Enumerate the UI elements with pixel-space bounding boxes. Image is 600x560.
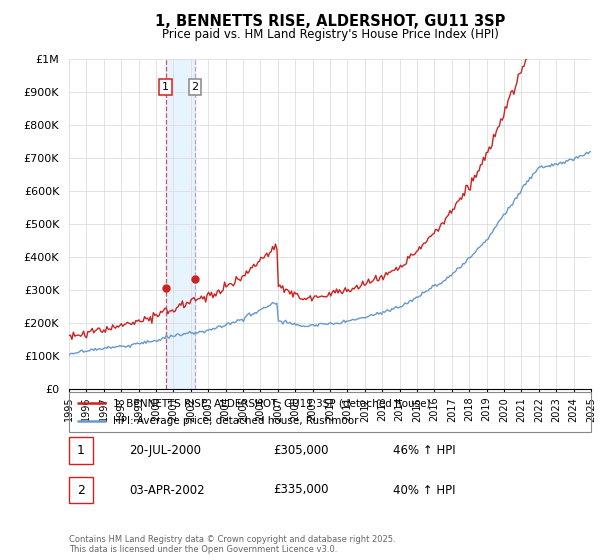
Text: 46% ↑ HPI: 46% ↑ HPI: [393, 444, 455, 458]
Text: 1: 1: [162, 82, 169, 92]
Text: 03-APR-2002: 03-APR-2002: [129, 483, 205, 497]
Text: £305,000: £305,000: [273, 444, 329, 458]
Text: 1, BENNETTS RISE, ALDERSHOT, GU11 3SP: 1, BENNETTS RISE, ALDERSHOT, GU11 3SP: [155, 14, 505, 29]
Text: 1, BENNETTS RISE, ALDERSHOT, GU11 3SP (detached house): 1, BENNETTS RISE, ALDERSHOT, GU11 3SP (d…: [113, 398, 431, 408]
Text: 20-JUL-2000: 20-JUL-2000: [129, 444, 201, 458]
Text: Price paid vs. HM Land Registry's House Price Index (HPI): Price paid vs. HM Land Registry's House …: [161, 28, 499, 41]
Text: Contains HM Land Registry data © Crown copyright and database right 2025.
This d: Contains HM Land Registry data © Crown c…: [69, 535, 395, 554]
Text: 2: 2: [77, 483, 85, 497]
Text: 1: 1: [77, 444, 85, 458]
Text: 40% ↑ HPI: 40% ↑ HPI: [393, 483, 455, 497]
Text: HPI: Average price, detached house, Rushmoor: HPI: Average price, detached house, Rush…: [113, 416, 359, 426]
Text: 2: 2: [191, 82, 199, 92]
Text: £335,000: £335,000: [273, 483, 329, 497]
Bar: [166, 59, 195, 389]
